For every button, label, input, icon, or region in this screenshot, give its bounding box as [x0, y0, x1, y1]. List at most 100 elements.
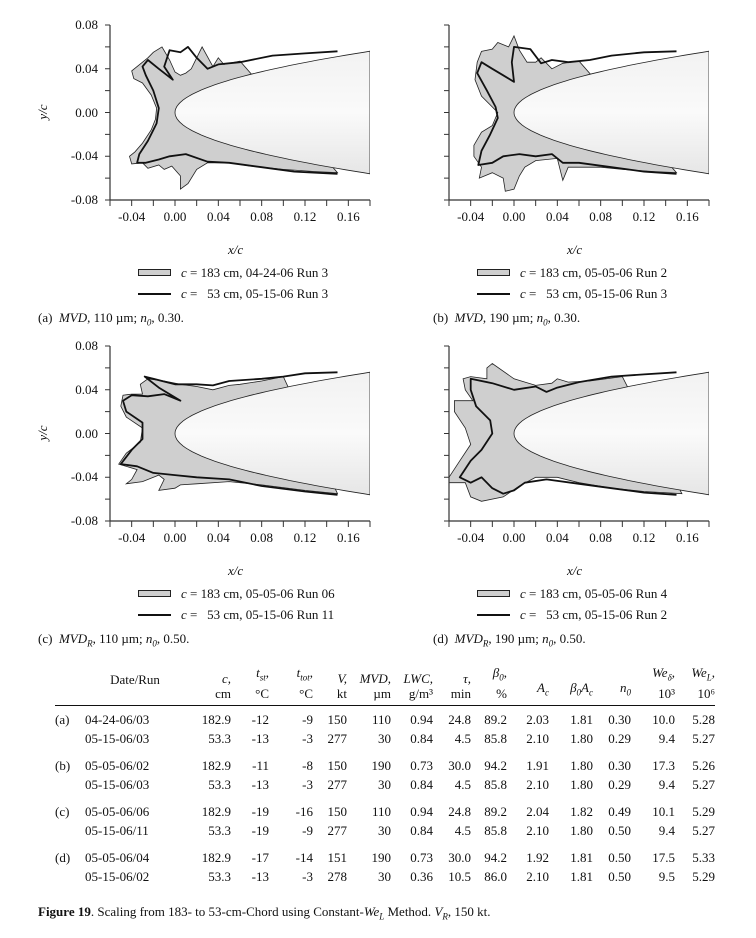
table-row: 05-15-06/11 53.3 -19 -9 277 30 0.84 4.5 85.8 2.10… [55, 821, 715, 840]
y-tick-label: 0.04 [75, 381, 98, 397]
x-tick-label: 0.04 [206, 530, 230, 545]
table-header-group [55, 665, 81, 705]
table-cell: 150 [327, 757, 348, 773]
table-cell: 94.2 [484, 757, 507, 773]
table-header-row: Date/Run c, cm tst, °C ttot, °C V, kt MVD, µm LWC, g… [55, 665, 715, 706]
legend-item-53cm: c = 53 cm, 05-15-06 Run 3 [138, 283, 328, 304]
table-row: (a) 04-24-06/03 182.9 -12 -9 150 110 0.94 24.8 89… [55, 705, 715, 729]
table-cell: 182.9 [201, 849, 231, 865]
table-cell: 0.84 [410, 822, 433, 838]
legend-swatch-line [138, 613, 171, 616]
table-cell: 30.0 [448, 757, 471, 773]
x-tick-label: 0.16 [336, 209, 360, 224]
x-axis-title: x/c [567, 563, 583, 578]
table-cell: 0.30 [608, 711, 631, 727]
table-cell: 0.94 [410, 711, 433, 727]
table-cell: 0.30 [608, 757, 631, 773]
table-cell: -3 [302, 776, 313, 792]
table-cell: -16 [295, 803, 313, 819]
table-cell: 94.2 [484, 849, 507, 865]
x-tick-label: 0.08 [250, 209, 274, 224]
table-cell: 05-15-06/02 [85, 868, 150, 884]
table-cell: 05-15-06/03 [85, 730, 150, 746]
table-cell: -13 [251, 776, 269, 792]
table-cell: 2.10 [526, 776, 549, 792]
y-tick-label: -0.08 [70, 513, 98, 528]
table-cell: 277 [327, 776, 348, 792]
table-row: 05-15-06/02 53.3 -13 -3 278 30 0.36 10.5 86.0 2.1… [55, 867, 715, 886]
table-cell: 5.28 [692, 711, 715, 727]
legend-item-53cm: c = 53 cm, 05-15-06 Run 2 [477, 604, 667, 625]
table-cell: 1.80 [570, 822, 593, 838]
table-cell: 5.33 [692, 849, 715, 865]
table-cell: 2.10 [526, 730, 549, 746]
table-cell: 85.8 [484, 822, 507, 838]
table-cell: 1.81 [570, 849, 593, 865]
table-header-cell: WeL, 10⁶ [691, 665, 715, 701]
table-cell: 4.5 [454, 730, 471, 746]
x-tick-label: 0.04 [545, 209, 569, 224]
table-cell: -17 [251, 849, 269, 865]
x-axis-title: x/c [228, 242, 244, 257]
table-cell: 1.81 [570, 711, 593, 727]
panel-b: -0.04 0.00 0.04 0.08 0.12 0.16 x/c c = 183 cm, … [0, 0, 710, 330]
table-header-cell: Weδ, 10³ [652, 665, 675, 701]
table-row: (b) 05-05-06/02 182.9 -11 -8 150 190 0.73 30.0 94… [55, 748, 715, 775]
table-cell: 0.29 [608, 730, 631, 746]
table-group-label: (a) [55, 711, 70, 727]
table-row: (d) 05-05-06/04 182.9 -17 -14 151 190 0.73 30.0 9… [55, 840, 715, 867]
table-cell: 9.4 [658, 822, 675, 838]
table-cell: 53.3 [208, 776, 231, 792]
table-cell: 5.29 [692, 803, 715, 819]
table-cell: 85.8 [484, 730, 507, 746]
panel-d: -0.04 0.00 0.04 0.08 0.12 0.16 x/c c = 183 cm, … [0, 0, 710, 649]
panel-caption-c: (c) MVDR, 110 µm; n0, 0.50. [38, 631, 190, 649]
x-tick-label: 0.12 [632, 530, 656, 545]
table-header-cell: LWC, g/m³ [403, 670, 434, 701]
table-row: 05-15-06/03 53.3 -13 -3 277 30 0.84 4.5 85.8 2.10… [55, 729, 715, 748]
table-cell: 2.04 [526, 803, 549, 819]
table-cell: 53.3 [208, 822, 231, 838]
table-cell: 5.27 [692, 730, 715, 746]
legend-swatch-line [477, 613, 510, 616]
legend-swatch-line [477, 292, 510, 295]
airfoil-shape [513, 371, 709, 496]
table-cell: 1.80 [570, 776, 593, 792]
x-tick-label: -0.04 [118, 209, 146, 224]
table-cell: 0.73 [410, 757, 433, 773]
table-group-label: (c) [55, 803, 70, 819]
table-group-label: (b) [55, 757, 71, 773]
table-cell: -19 [251, 803, 269, 819]
panel-caption-b: (b) MVD, 190 µm; n0, 0.30. [433, 310, 581, 328]
x-tick-label: -0.04 [118, 530, 146, 545]
x-tick-label: 0.00 [502, 209, 526, 224]
table-cell: 190 [371, 849, 392, 865]
table-cell: 0.84 [410, 776, 433, 792]
table-cell: 17.3 [652, 757, 675, 773]
data-table: Date/Run c, cm tst, °C ttot, °C V, kt MVD, µm LWC, g… [55, 665, 715, 886]
table-cell: 5.27 [692, 776, 715, 792]
airfoil-shape [513, 50, 709, 175]
table-header-cell: MVD, µm [359, 670, 391, 701]
table-cell: 53.3 [208, 868, 231, 884]
table-group-label [55, 775, 81, 794]
table-cell: -8 [302, 757, 313, 773]
x-tick-label: 0.04 [545, 530, 569, 545]
x-tick-label: 0.12 [293, 530, 317, 545]
table-cell: 17.5 [652, 849, 675, 865]
ice-shape-53cm [119, 371, 338, 496]
table-cell: 30 [378, 730, 391, 746]
table-cell: 89.2 [484, 803, 507, 819]
legend-swatch-fill [477, 590, 510, 597]
table-cell: -9 [302, 822, 313, 838]
table-header-cell: tst, °C [255, 665, 269, 701]
table-cell: 150 [327, 711, 348, 727]
table-header-cell: ttot, °C [296, 665, 313, 701]
panel-c: 0.08 0.04 0.00 -0.04 -0.08 y/c -0.04 0.00 0.04 0.… [0, 0, 378, 649]
table-group-label [55, 867, 81, 886]
table-cell: 05-05-06/06 [85, 803, 150, 819]
table-cell: 10.0 [652, 711, 675, 727]
